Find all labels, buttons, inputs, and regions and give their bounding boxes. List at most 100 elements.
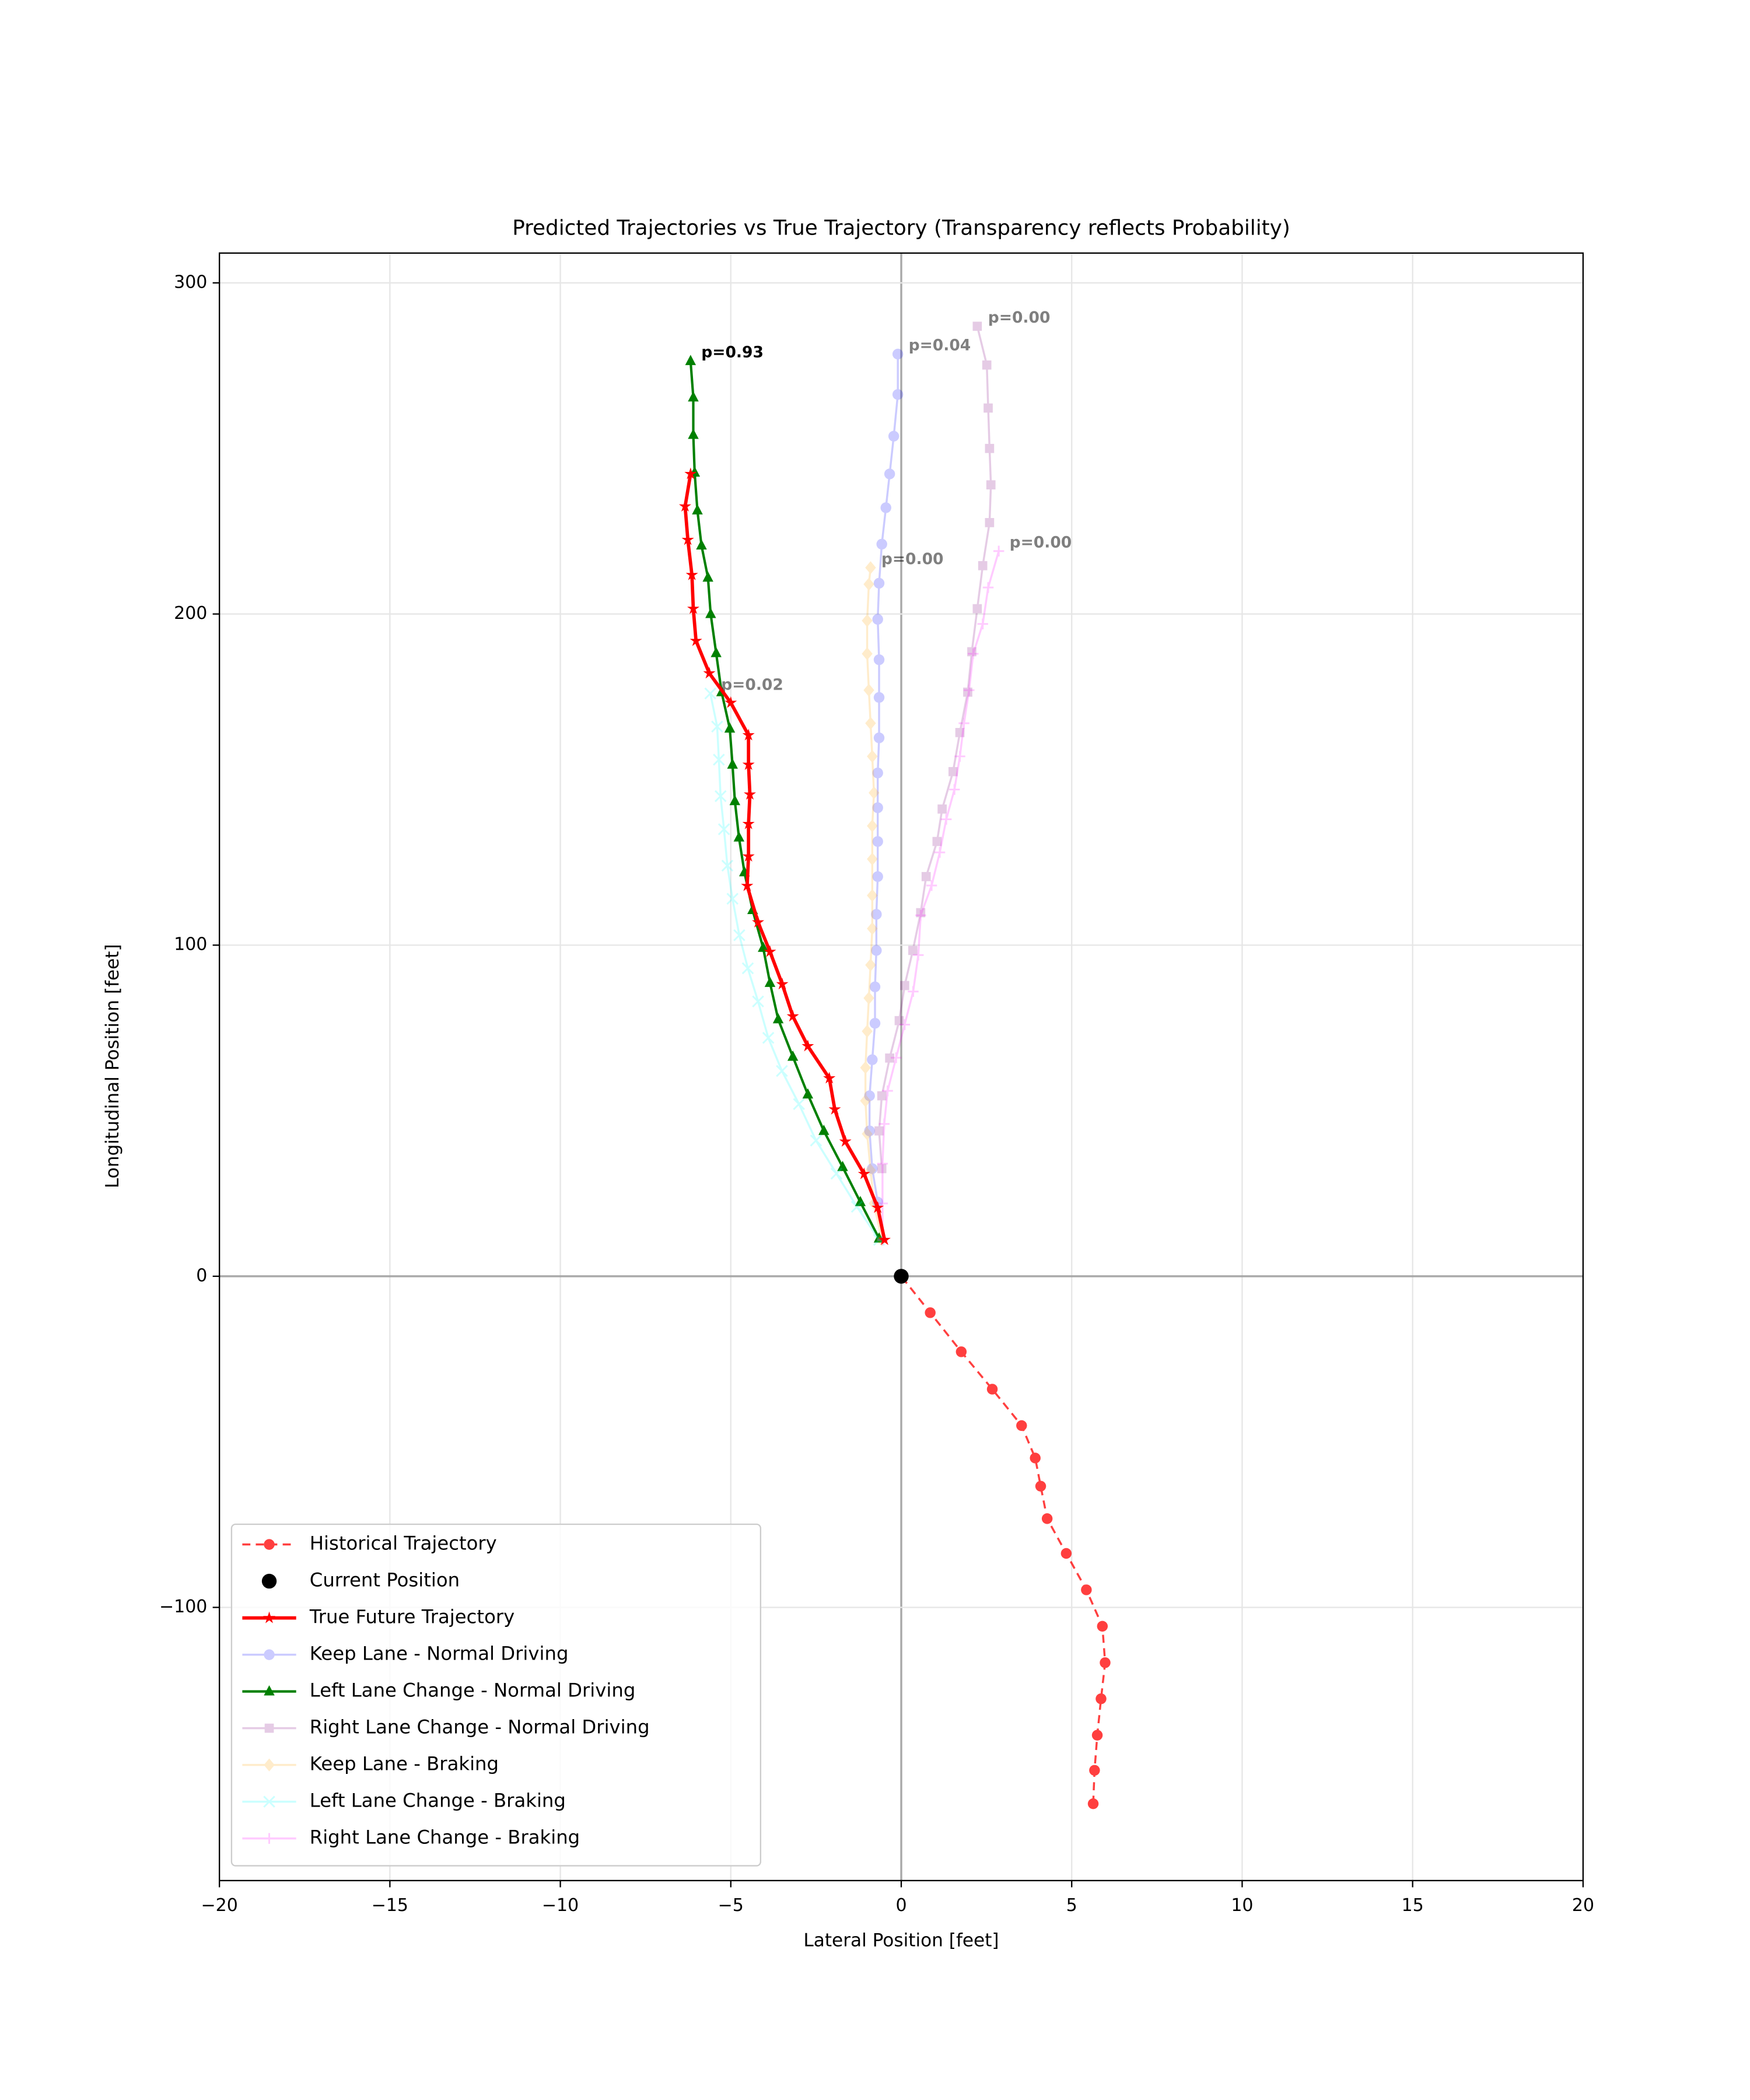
marker [862,614,873,628]
legend-item [242,1833,296,1844]
marker [964,684,975,696]
marker [711,720,723,733]
marker [726,892,739,905]
marker [839,1135,852,1147]
marker [1060,1548,1072,1559]
marker [858,1167,870,1180]
marker [880,502,891,513]
marker [1097,1620,1108,1632]
marker [864,1090,875,1101]
marker [802,1088,814,1099]
marker [977,618,988,629]
marker [986,1384,998,1395]
series [874,321,996,1174]
marker [772,1013,784,1024]
marker [264,1685,275,1696]
marker [877,1091,887,1101]
marker [764,945,776,957]
x-tick-label: 0 [895,1895,907,1916]
series-line [878,326,992,1169]
marker [1041,1513,1053,1524]
marker [742,850,755,862]
marker [718,823,730,835]
marker [1096,1693,1107,1704]
marker [802,1040,814,1052]
marker [264,1723,274,1733]
marker [1089,1765,1100,1776]
marker [888,430,900,442]
marker [688,391,699,402]
marker [776,978,789,990]
probability-label: p=0.00 [988,309,1051,327]
marker [894,1016,904,1026]
probability-label: p=0.00 [1010,533,1072,551]
marker [678,500,691,512]
marker [892,389,904,400]
marker [891,1052,902,1063]
marker [818,1125,830,1135]
marker [869,981,881,992]
series [678,467,891,1245]
marker [899,1019,911,1030]
marker [867,819,878,832]
marker [869,1017,881,1029]
probability-label: p=0.02 [721,676,783,694]
marker [837,1160,848,1171]
marker [687,602,700,614]
marker [932,836,942,846]
marker [934,847,946,858]
marker [885,1053,894,1063]
marker [982,360,992,370]
marker [262,1611,276,1623]
marker [776,1065,788,1077]
marker [872,614,883,625]
marker [949,784,960,795]
legend-label: Keep Lane - Braking [310,1753,499,1775]
marker [925,1307,936,1318]
marker [742,817,755,830]
marker [900,981,909,991]
marker [958,718,970,729]
marker [830,1167,843,1180]
marker [264,1833,275,1844]
marker [882,1085,893,1097]
marker [948,766,958,776]
marker [963,687,972,697]
marker [710,646,722,657]
marker [873,732,885,744]
marker [872,836,883,847]
probability-label: p=0.93 [701,344,764,362]
marker [713,754,725,766]
series [685,355,885,1243]
marker [867,1054,878,1065]
marker [967,647,977,657]
marker [685,355,696,365]
marker [727,758,738,769]
legend-item [242,1723,296,1733]
marker [1087,1798,1099,1810]
marker [681,533,694,545]
marker [860,1094,871,1108]
series [704,687,886,1246]
marker [823,1072,836,1084]
marker [743,788,757,800]
marker [872,1201,884,1213]
marker [871,945,882,956]
legend-label: Keep Lane - Normal Driving [310,1643,569,1665]
legend-label: Historical Trajectory [310,1532,497,1555]
legend-item [242,1539,296,1550]
marker [872,767,883,779]
marker [724,696,737,708]
marker [714,790,727,803]
series [864,348,904,1208]
legend-box [230,1523,761,1867]
x-tick-label: 10 [1231,1895,1253,1916]
marker [877,1198,888,1209]
marker [878,1118,890,1129]
marker [993,545,1005,556]
marker [685,568,698,580]
marker [937,804,947,814]
marker [873,692,885,703]
marker [828,1102,841,1115]
probability-label: p=0.00 [881,550,944,568]
